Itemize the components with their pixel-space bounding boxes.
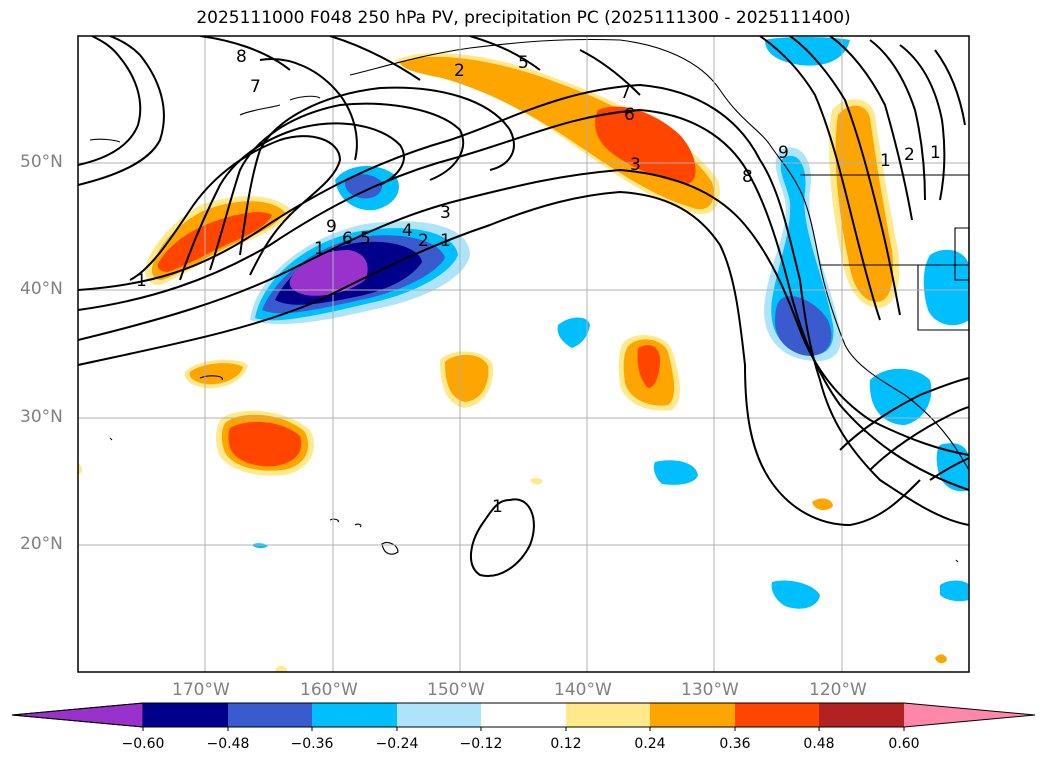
colorbar-swatch (312, 703, 397, 727)
colorbar-tick-label: 0.12 (550, 736, 582, 752)
lat-label-30n: 30°N (20, 407, 63, 427)
coastlines (89, 38, 969, 563)
pv-contour-label: 5 (518, 53, 529, 73)
pv-contour-label: 7 (620, 83, 631, 103)
pv-contour-label: 4 (402, 221, 413, 241)
pv-contours (78, 36, 969, 577)
colorbar-swatch (819, 703, 904, 727)
colorbar-swatch (397, 703, 481, 727)
pv-contour-label: 2 (454, 61, 465, 81)
lon-label-120w: 120°W (809, 680, 867, 700)
colorbar-tick-label: 0.60 (888, 736, 920, 752)
colorbar-tick-label: 0.48 (803, 736, 835, 752)
pv-contour-labels: 8 7 2 5 7 6 3 1 9 1 6 5 4 2 1 3 9 8 1 2 … (136, 47, 941, 517)
colorbar-tick-label: −0.48 (206, 736, 250, 752)
map-panel (78, 36, 969, 672)
colorbar-tick-label: −0.12 (459, 736, 503, 752)
colorbar-low-extend (11, 702, 144, 728)
pv-contour-label: 8 (236, 47, 247, 67)
colorbar-tick-label: −0.36 (290, 736, 334, 752)
pv-contour-label: 1 (930, 143, 941, 163)
pv-contour-label: 3 (630, 155, 641, 175)
colorbar-swatch (143, 703, 228, 727)
pv-contour-label: 3 (440, 203, 451, 223)
colorbar-high-extend (904, 703, 1035, 727)
colorbar-swatch (735, 703, 819, 727)
lat-label-40n: 40°N (20, 279, 63, 299)
colorbar-swatch (566, 703, 650, 727)
map-title: 2025111000 F048 250 hPa PV, precipitatio… (196, 8, 851, 28)
colorbar-swatch (481, 703, 566, 727)
graticule (78, 36, 969, 672)
lon-label-130w: 130°W (681, 680, 739, 700)
colorbar-swatch (650, 703, 735, 727)
pv-contour-label: 9 (326, 217, 337, 237)
pv-contour-label: 5 (360, 229, 371, 249)
negative-precip-shading (250, 37, 969, 609)
colorbar-tick-label: −0.24 (375, 736, 419, 752)
pv-contour-label: 7 (250, 77, 261, 97)
pv-contour-label: 1 (136, 271, 147, 291)
lon-label-150w: 150°W (427, 680, 485, 700)
lat-label-20n: 20°N (20, 534, 63, 554)
map-frame (77, 35, 970, 673)
colorbar-tick-label: −0.60 (121, 736, 165, 752)
colorbar-swatch (228, 703, 312, 727)
colorbar-tick-label: 0.24 (634, 736, 666, 752)
lon-label-140w: 140°W (554, 680, 612, 700)
lon-label-170w: 170°W (172, 680, 230, 700)
colorbar (11, 702, 1036, 731)
pv-contour-label: 2 (904, 145, 915, 165)
lat-label-50n: 50°N (20, 152, 63, 172)
pv-contour-label: 1 (492, 497, 503, 517)
pv-contour-label: 2 (418, 231, 429, 251)
pv-contour-label: 9 (778, 143, 789, 163)
pv-contour-label: 8 (742, 167, 753, 187)
pv-contour-label: 1 (314, 239, 325, 259)
pv-contour-label: 1 (440, 231, 451, 251)
colorbar-tick-label: 0.36 (719, 736, 751, 752)
pv-contour-label: 6 (624, 105, 635, 125)
lon-label-160w: 160°W (300, 680, 358, 700)
pv-contour-label: 1 (880, 151, 891, 171)
pv-contour-label: 6 (342, 229, 353, 249)
